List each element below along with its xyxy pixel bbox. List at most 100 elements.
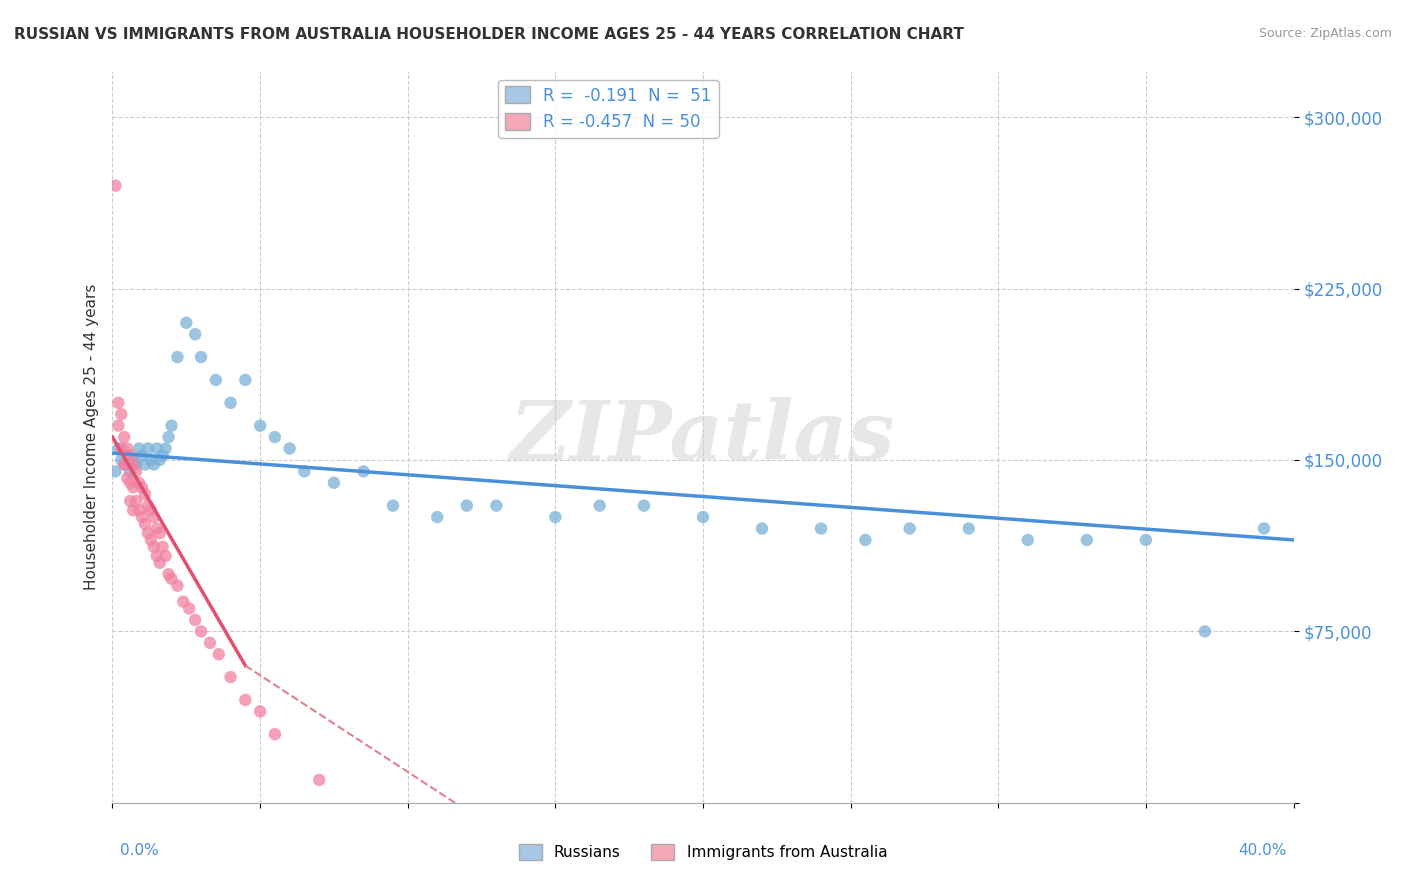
Point <box>131 480 153 494</box>
Point <box>125 494 148 508</box>
Point <box>120 464 142 478</box>
Point <box>588 499 610 513</box>
Point <box>190 350 212 364</box>
Point <box>323 475 346 490</box>
Point <box>155 442 177 456</box>
Point <box>107 418 129 433</box>
Point <box>157 430 180 444</box>
Point <box>125 458 148 472</box>
Point <box>142 458 165 472</box>
Legend: Russians, Immigrants from Australia: Russians, Immigrants from Australia <box>513 838 893 866</box>
Y-axis label: Householder Income Ages 25 - 44 years: Householder Income Ages 25 - 44 years <box>83 284 98 591</box>
Point <box>190 624 212 639</box>
Point <box>264 727 287 741</box>
Point <box>128 503 150 517</box>
Point <box>205 373 228 387</box>
Legend: R =  -0.191  N =  51, R = -0.457  N = 50: R = -0.191 N = 51, R = -0.457 N = 50 <box>499 79 718 137</box>
Point <box>198 636 221 650</box>
Point <box>233 693 256 707</box>
Point <box>160 418 183 433</box>
Point <box>172 594 194 608</box>
Point <box>152 448 174 462</box>
Point <box>134 458 156 472</box>
Point <box>136 526 159 541</box>
Point <box>249 705 271 719</box>
Point <box>110 407 132 421</box>
Point <box>219 670 242 684</box>
Point <box>1135 533 1157 547</box>
Point <box>855 533 877 547</box>
Point <box>112 430 135 444</box>
Point <box>485 499 508 513</box>
Point <box>249 418 271 433</box>
Point <box>957 521 980 535</box>
Point <box>898 521 921 535</box>
Point <box>120 494 142 508</box>
Point <box>110 453 132 467</box>
Point <box>751 521 773 535</box>
Point <box>131 448 153 462</box>
Point <box>166 350 188 364</box>
Point <box>233 373 256 387</box>
Point <box>149 453 172 467</box>
Point <box>128 475 150 490</box>
Point <box>139 453 162 467</box>
Point <box>122 453 145 467</box>
Text: 40.0%: 40.0% <box>1239 843 1286 858</box>
Point <box>149 526 172 541</box>
Point <box>456 499 478 513</box>
Point <box>117 442 138 456</box>
Point <box>208 647 231 661</box>
Point <box>184 613 207 627</box>
Point <box>1194 624 1216 639</box>
Point <box>110 442 132 456</box>
Point <box>692 510 714 524</box>
Point <box>107 442 129 456</box>
Point <box>122 458 145 472</box>
Point <box>1253 521 1275 535</box>
Point <box>219 396 242 410</box>
Point <box>142 510 165 524</box>
Point <box>117 458 138 472</box>
Point <box>104 464 127 478</box>
Point <box>117 448 138 462</box>
Point <box>146 549 169 563</box>
Point <box>136 499 159 513</box>
Point <box>157 567 180 582</box>
Point <box>1076 533 1098 547</box>
Point <box>179 601 201 615</box>
Point <box>112 458 135 472</box>
Point <box>308 772 330 787</box>
Point <box>278 442 301 456</box>
Point <box>633 499 655 513</box>
Point <box>160 572 183 586</box>
Point <box>134 487 156 501</box>
Point <box>544 510 567 524</box>
Text: RUSSIAN VS IMMIGRANTS FROM AUSTRALIA HOUSEHOLDER INCOME AGES 25 - 44 YEARS CORRE: RUSSIAN VS IMMIGRANTS FROM AUSTRALIA HOU… <box>14 27 965 42</box>
Point <box>117 471 138 485</box>
Text: ZIPatlas: ZIPatlas <box>510 397 896 477</box>
Point <box>125 464 148 478</box>
Point <box>166 579 188 593</box>
Point <box>112 458 135 472</box>
Point <box>104 178 127 193</box>
Text: 0.0%: 0.0% <box>120 843 159 858</box>
Point <box>139 503 162 517</box>
Point <box>146 442 169 456</box>
Point <box>184 327 207 342</box>
Point <box>120 448 142 462</box>
Point <box>142 540 165 554</box>
Point <box>139 533 162 547</box>
Point <box>292 464 315 478</box>
Point <box>146 521 169 535</box>
Point <box>107 396 129 410</box>
Point <box>155 549 177 563</box>
Point <box>122 503 145 517</box>
Point <box>128 442 150 456</box>
Point <box>136 442 159 456</box>
Point <box>174 316 197 330</box>
Point <box>149 556 172 570</box>
Point <box>134 516 156 531</box>
Point <box>426 510 449 524</box>
Point <box>382 499 405 513</box>
